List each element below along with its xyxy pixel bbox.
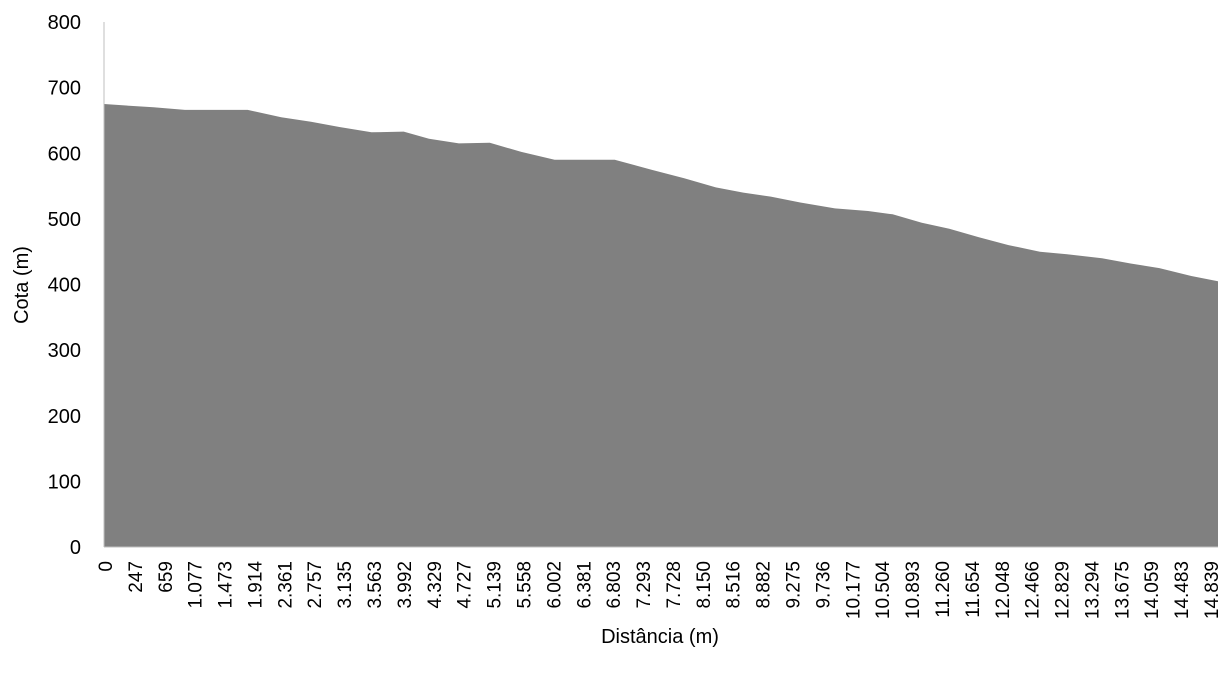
x-tick-label: 13.294 xyxy=(1082,561,1103,620)
elevation-area xyxy=(104,104,1218,547)
x-tick-label: 12.829 xyxy=(1053,561,1074,619)
x-tick-label: 10.893 xyxy=(903,561,924,619)
x-tick-label: 5.139 xyxy=(485,561,506,609)
x-tick-label: 3.992 xyxy=(395,561,416,609)
x-tick-label: 6.002 xyxy=(544,561,565,609)
x-tick-label: 14.059 xyxy=(1142,561,1163,619)
x-tick-label: 1.914 xyxy=(246,561,267,609)
x-tick-label: 659 xyxy=(156,561,177,593)
x-tick-label: 3.135 xyxy=(335,561,356,609)
x-tick-label: 9.275 xyxy=(784,561,805,609)
x-tick-label: 4.727 xyxy=(455,561,476,609)
x-tick-label: 13.675 xyxy=(1112,561,1133,619)
y-tick-label: 800 xyxy=(48,12,81,34)
x-tick-label: 11.260 xyxy=(933,561,954,618)
x-tick-label: 6.803 xyxy=(604,561,625,609)
y-tick-labels: 0 100 200 300 400 500 600 700 800 xyxy=(48,12,81,559)
x-tick-label: 0 xyxy=(96,561,117,572)
y-tick-label: 200 xyxy=(48,406,81,428)
x-tick-label: 2.361 xyxy=(275,561,296,609)
y-tick-label: 500 xyxy=(48,209,81,231)
x-tick-label: 247 xyxy=(126,561,147,593)
y-axis-title: Cota (m) xyxy=(11,246,33,324)
y-tick-label: 100 xyxy=(48,471,81,493)
x-tick-label: 9.736 xyxy=(813,561,834,609)
axis-layer xyxy=(103,22,1218,548)
x-tick-label: 4.329 xyxy=(425,561,446,609)
x-tick-label: 7.293 xyxy=(634,561,655,609)
x-axis-title: Distância (m) xyxy=(601,626,719,648)
x-tick-label: 1.473 xyxy=(216,561,237,609)
x-tick-label: 8.882 xyxy=(754,561,775,609)
x-tick-label: 1.077 xyxy=(186,561,207,609)
x-tick-label: 3.563 xyxy=(365,561,386,609)
x-tick-label: 10.177 xyxy=(843,561,864,619)
x-tick-label: 11.654 xyxy=(963,561,984,618)
x-tick-label: 14.483 xyxy=(1172,561,1193,619)
y-tick-label: 300 xyxy=(48,340,81,362)
x-tick-label: 12.466 xyxy=(1023,561,1044,619)
y-tick-label: 600 xyxy=(48,143,81,165)
x-tick-label: 10.504 xyxy=(873,561,894,620)
x-tick-label: 8.516 xyxy=(724,561,745,609)
y-tick-label: 0 xyxy=(70,537,81,559)
area-layer xyxy=(104,104,1218,547)
x-tick-labels: 0 247 659 1.077 1.473 1.914 2.361 2.757 3.135 3.5… xyxy=(96,561,1223,620)
x-tick-label: 12.048 xyxy=(993,561,1014,619)
x-tick-label: 5.558 xyxy=(515,561,536,609)
y-tick-label: 700 xyxy=(48,78,81,100)
x-tick-label: 6.381 xyxy=(574,561,595,609)
x-tick-label: 8.150 xyxy=(694,561,715,609)
y-tick-label: 400 xyxy=(48,275,81,297)
x-tick-label: 2.757 xyxy=(305,561,326,609)
x-tick-label: 14.839 xyxy=(1202,561,1223,619)
x-tick-label: 7.728 xyxy=(664,561,685,609)
